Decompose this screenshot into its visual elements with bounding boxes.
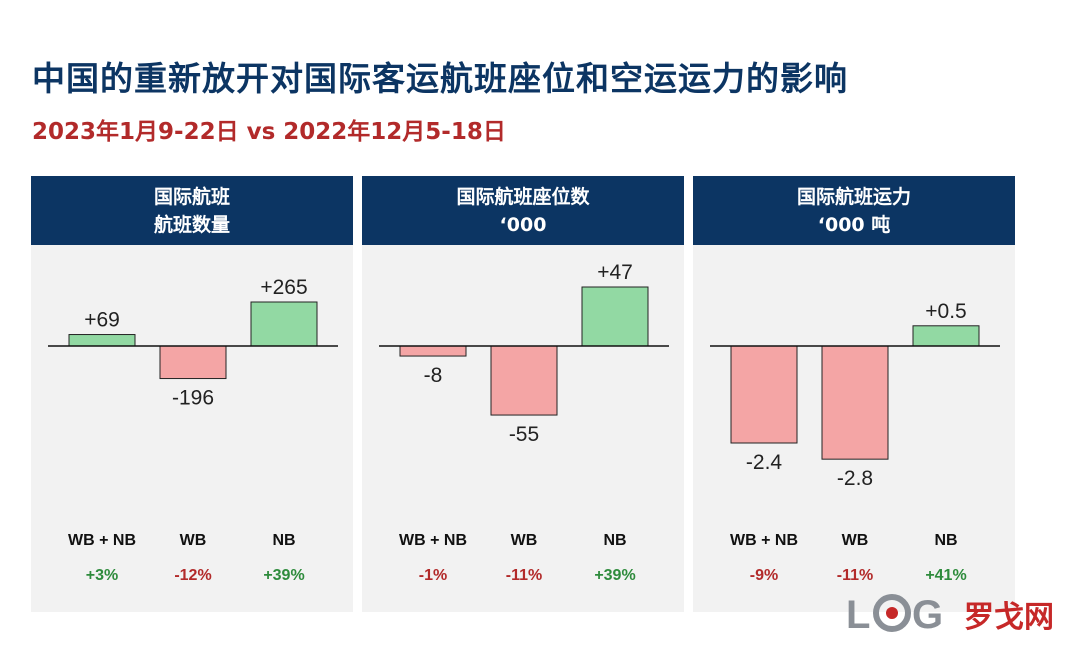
panel-seats: 国际航班座位数 ‘000 -8 -55 +47 WB + NB WB NB -1% …	[362, 176, 684, 612]
category-label: NB	[272, 532, 296, 549]
panel-header: 国际航班座位数 ‘000	[362, 176, 684, 245]
category-label: WB + NB	[399, 532, 467, 549]
panel-header-line1: 国际航班运力	[796, 185, 911, 208]
bar-wb-nb	[730, 345, 798, 444]
bar-chart-flights: +69 -196 +265	[48, 276, 338, 410]
data-label: +265	[260, 276, 307, 299]
data-label: +47	[597, 261, 633, 284]
percent-change: +41%	[925, 567, 967, 584]
percent-change: +39%	[263, 567, 305, 584]
data-label: +0.5	[925, 300, 966, 323]
data-label: -196	[172, 387, 214, 410]
chart-title: 中国的重新放开对国际客运航班座位和空运运力的影响	[32, 59, 848, 98]
panel-header-line2: ‘000 吨	[817, 213, 891, 236]
panel-header-line1: 国际航班座位数	[456, 185, 590, 208]
bar-nb	[581, 286, 649, 347]
watermark: L G 罗戈网	[846, 588, 1068, 637]
percent-change: -11%	[836, 567, 874, 584]
panel-header: 国际航班运力 ‘000 吨	[693, 176, 1015, 245]
category-label: WB + NB	[68, 532, 136, 549]
data-label: +69	[84, 309, 120, 332]
category-label: NB	[603, 532, 627, 549]
percent-change: -1%	[418, 567, 448, 584]
percent-change: -11%	[505, 567, 543, 584]
data-label: -55	[509, 423, 539, 446]
category-label: WB	[179, 532, 207, 549]
data-label: -8	[424, 364, 443, 387]
panel-flights: 国际航班 航班数量 +69 -196 +265 WB + NB WB NB +3% …	[31, 176, 353, 612]
bar-wb	[159, 345, 227, 380]
percent-row: +3% -12% +39%	[31, 567, 353, 591]
log-logo: L G	[846, 593, 943, 637]
percent-change: +39%	[594, 567, 636, 584]
panel-header: 国际航班 航班数量	[31, 176, 353, 245]
category-row: WB + NB WB NB	[693, 532, 1015, 556]
category-label: WB	[510, 532, 538, 549]
percent-change: +3%	[85, 567, 119, 584]
data-label: -2.8	[837, 467, 873, 490]
svg-text:G: G	[912, 593, 943, 636]
bar-nb	[250, 301, 318, 347]
category-label: WB	[841, 532, 869, 549]
percent-row: -9% -11% +41%	[693, 567, 1015, 591]
data-label: -2.4	[746, 451, 783, 474]
bar-chart-capacity: -2.4 -2.8 +0.5	[710, 300, 1000, 490]
bar-wb	[821, 345, 889, 460]
panel-header-line2: ‘000	[499, 213, 547, 236]
watermark-text: 罗戈网	[964, 600, 1054, 635]
category-row: WB + NB WB NB	[31, 532, 353, 556]
category-row: WB + NB WB NB	[362, 532, 684, 556]
chart-subtitle: 2023年1月9-22日 vs 2022年12月5-18日	[32, 119, 506, 145]
category-label: WB + NB	[730, 532, 798, 549]
bar-chart-seats: -8 -55 +47	[379, 261, 669, 446]
panel-header-line1: 国际航班	[153, 185, 230, 208]
bar-wb-nb	[399, 345, 467, 357]
bar-wb-nb	[68, 334, 136, 347]
bar-nb	[912, 325, 980, 347]
bar-wb	[490, 345, 558, 416]
svg-text:L: L	[846, 593, 870, 636]
panel-header-line2: 航班数量	[153, 213, 230, 236]
category-label: NB	[934, 532, 958, 549]
panel-capacity: 国际航班运力 ‘000 吨 -2.4 -2.8 +0.5 WB + NB WB NB…	[693, 176, 1015, 612]
percent-change: -9%	[749, 567, 779, 584]
percent-row: -1% -11% +39%	[362, 567, 684, 591]
percent-change: -12%	[174, 567, 212, 584]
